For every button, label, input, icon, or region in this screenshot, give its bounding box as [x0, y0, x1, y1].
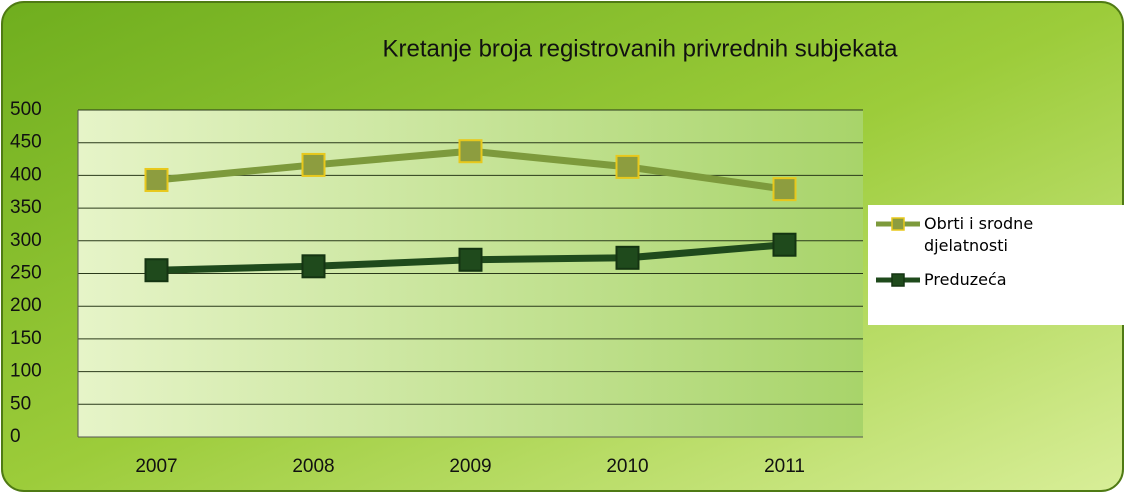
x-tick-label: 2009: [449, 456, 491, 477]
y-tick-label: 400: [10, 164, 42, 185]
marker: [301, 254, 326, 279]
marker: [301, 152, 326, 177]
legend-icon: [876, 217, 920, 231]
marker: [772, 177, 797, 202]
x-tick-label: 2007: [135, 456, 177, 477]
y-tick-label: 100: [10, 361, 42, 382]
legend-marker: [891, 273, 905, 287]
y-tick-label: 250: [10, 263, 42, 284]
y-tick-label: 200: [10, 295, 42, 316]
chart-title: Kretanje broja registrovanih privrednih …: [383, 35, 899, 62]
marker: [772, 232, 797, 257]
x-tick-label: 2011: [764, 456, 805, 477]
y-tick-label: 450: [10, 132, 42, 153]
legend: Obrti i srodne djelatnosti Preduzeća: [868, 205, 1125, 325]
legend-label: Preduzeća: [924, 270, 1007, 289]
y-tick-label: 0: [10, 426, 21, 447]
legend-item: Obrti i srodne djelatnosti: [874, 213, 1119, 257]
marker: [615, 154, 640, 179]
legend-marker: [891, 217, 905, 231]
legend-icon: [876, 273, 920, 287]
marker: [144, 258, 169, 283]
y-tick-label: 50: [10, 393, 31, 414]
legend-label: Obrti i srodne djelatnosti: [924, 214, 1034, 255]
marker: [144, 167, 169, 192]
y-tick-label: 300: [10, 230, 42, 251]
y-tick-label: 500: [10, 99, 42, 120]
marker: [458, 247, 483, 272]
y-tick-label: 150: [10, 328, 42, 349]
legend-item: Preduzeća: [874, 269, 1119, 291]
y-tick-label: 350: [10, 197, 42, 218]
x-tick-label: 2008: [292, 456, 334, 477]
marker: [458, 139, 483, 164]
x-tick-label: 2010: [606, 456, 648, 477]
marker: [615, 245, 640, 270]
